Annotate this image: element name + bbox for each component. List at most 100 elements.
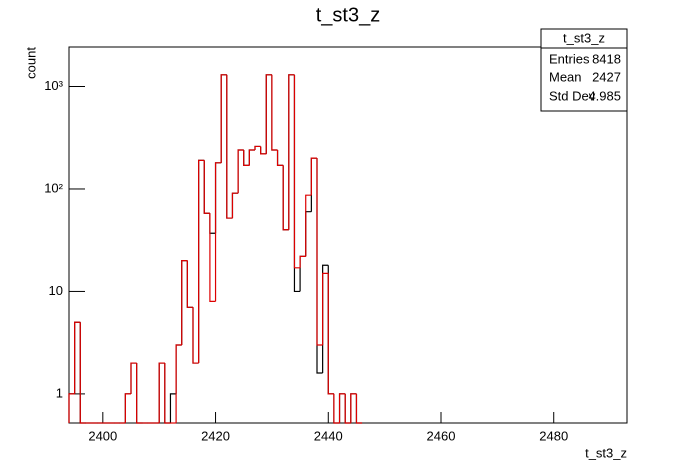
histogram-bin bbox=[338, 393, 346, 423]
histogram-bin bbox=[130, 362, 137, 394]
histogram-bin bbox=[181, 259, 188, 346]
histogram-bin bbox=[265, 74, 272, 154]
histogram-bin bbox=[68, 393, 75, 423]
histogram-bin bbox=[276, 150, 284, 166]
histogram-bin bbox=[164, 363, 171, 424]
histogram-bin bbox=[192, 307, 199, 364]
x-tick-label: 2420 bbox=[201, 428, 230, 443]
stats-title: t_st3_z bbox=[563, 30, 605, 45]
histogram-bin bbox=[226, 74, 233, 219]
histogram-bin bbox=[282, 165, 289, 231]
histogram-bin bbox=[265, 74, 272, 154]
histogram-bin bbox=[209, 213, 216, 234]
histogram-bin bbox=[355, 393, 363, 424]
histogram-bin bbox=[344, 393, 351, 424]
y-tick-label: 10² bbox=[44, 180, 63, 195]
histogram-bin bbox=[254, 145, 261, 151]
histogram-bin bbox=[175, 344, 182, 423]
histogram-bin bbox=[327, 265, 334, 395]
y-axis-label: count bbox=[23, 47, 38, 79]
histogram-bin bbox=[310, 157, 317, 196]
histogram-bin bbox=[310, 157, 317, 212]
histogram-bin bbox=[305, 211, 312, 257]
histogram-bin bbox=[350, 393, 357, 423]
histogram-bin bbox=[248, 149, 255, 166]
x-tick-label: 2480 bbox=[539, 428, 568, 443]
histogram-bin bbox=[203, 160, 210, 214]
histogram-bin bbox=[74, 321, 81, 394]
histogram-bin bbox=[79, 322, 86, 424]
x-axis-label: t_st3_z bbox=[585, 445, 627, 460]
histogram-bin bbox=[130, 362, 137, 394]
histogram-bin bbox=[243, 150, 250, 166]
histogram-bin bbox=[203, 160, 210, 214]
histogram-bin bbox=[181, 259, 188, 346]
x-tick-label: 2440 bbox=[314, 428, 343, 443]
histogram-bin bbox=[136, 363, 143, 424]
histogram-bin bbox=[355, 393, 363, 424]
y-tick-label: 1 bbox=[56, 385, 63, 400]
histogram-bin bbox=[338, 393, 346, 423]
histogram-bin bbox=[175, 344, 182, 394]
stats-value: 8418 bbox=[592, 51, 621, 66]
histogram-bin bbox=[293, 74, 301, 269]
histogram-bin bbox=[243, 150, 250, 166]
histogram-bin bbox=[237, 149, 244, 194]
y-tick-label: 10³ bbox=[44, 78, 63, 93]
histogram-bin bbox=[322, 272, 329, 346]
histogram-bin bbox=[316, 158, 323, 346]
histogram-bin bbox=[164, 363, 171, 424]
chart-title: t_st3_z bbox=[316, 4, 380, 26]
histogram-bin bbox=[209, 213, 216, 302]
histogram-bin bbox=[305, 194, 312, 257]
histogram-bin bbox=[288, 74, 295, 230]
histogram-bin bbox=[198, 159, 205, 364]
histogram-bin bbox=[186, 260, 193, 308]
histogram-bin bbox=[186, 260, 193, 308]
histogram-bin bbox=[271, 74, 278, 151]
histogram-bin bbox=[293, 74, 301, 293]
histogram-bin bbox=[327, 273, 334, 395]
histogram-bin bbox=[271, 74, 278, 151]
histogram-bin bbox=[214, 162, 222, 234]
histogram-bin bbox=[220, 74, 227, 163]
histogram-bin bbox=[68, 393, 75, 423]
stats-value: 4.985 bbox=[588, 88, 621, 103]
histogram-bin bbox=[333, 393, 340, 424]
histogram-bin bbox=[124, 393, 131, 423]
histogram-bin bbox=[276, 150, 284, 166]
histogram-bin bbox=[299, 255, 306, 268]
histogram-bin bbox=[231, 192, 239, 219]
histogram-bin bbox=[198, 159, 205, 364]
x-tick-label: 2400 bbox=[88, 428, 117, 443]
histogram-bin bbox=[158, 362, 165, 423]
histogram-bin bbox=[260, 146, 267, 155]
histogram-bin bbox=[231, 192, 239, 219]
histogram-bin bbox=[136, 363, 143, 424]
x-tick-label: 2460 bbox=[427, 428, 456, 443]
stats-label: Std Dev bbox=[549, 88, 596, 103]
histogram-bin bbox=[333, 393, 340, 424]
histogram-bin bbox=[316, 158, 323, 374]
y-tick-label: 10 bbox=[49, 283, 63, 298]
histogram-bin bbox=[169, 393, 177, 423]
histogram-bin bbox=[260, 146, 267, 155]
histogram-bin bbox=[124, 393, 131, 423]
histogram-bin bbox=[344, 393, 351, 424]
histogram-bin bbox=[237, 149, 244, 194]
stats-label: Mean bbox=[549, 69, 582, 84]
histogram-bin bbox=[79, 322, 86, 424]
histogram-bin bbox=[350, 393, 357, 423]
histogram-bin bbox=[299, 255, 306, 292]
histogram-bin bbox=[282, 165, 289, 231]
histogram-bin bbox=[214, 162, 222, 302]
histogram-bin bbox=[288, 74, 295, 230]
histogram-bin bbox=[158, 362, 165, 423]
histogram-bin bbox=[248, 149, 255, 166]
histogram-bin bbox=[322, 264, 329, 373]
stats-box: t_st3_z Entries 8418 Mean 2427 Std Dev 4… bbox=[540, 28, 628, 112]
histogram-bin bbox=[226, 74, 233, 219]
stats-value: 2427 bbox=[592, 69, 621, 84]
histogram-bin bbox=[192, 307, 199, 364]
